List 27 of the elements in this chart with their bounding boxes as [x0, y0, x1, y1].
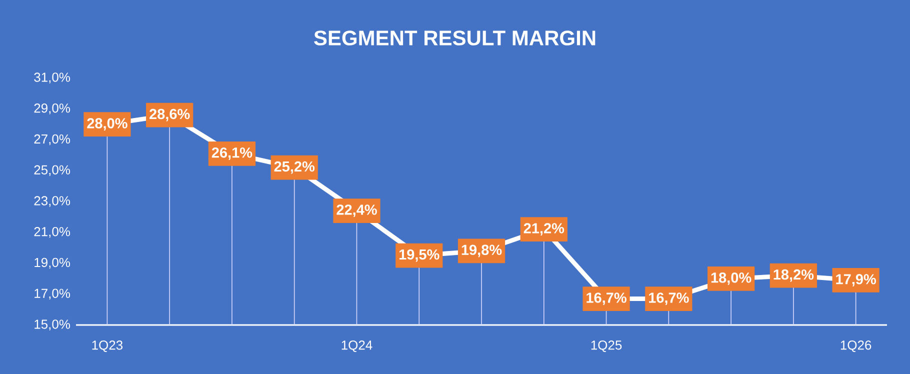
- chart-title: SEGMENT RESULT MARGIN: [314, 30, 596, 46]
- data-label: 18,2%: [774, 269, 814, 282]
- y-tick-label: 21,0%: [34, 227, 70, 238]
- y-tick-label: 23,0%: [34, 196, 70, 207]
- y-tick-label: 25,0%: [34, 165, 70, 176]
- data-label: 28,0%: [87, 118, 128, 130]
- data-label: 26,1%: [212, 147, 252, 160]
- y-tick-label: 19,0%: [34, 258, 70, 269]
- y-tick-label: 31,0%: [34, 72, 70, 84]
- x-tick-label: 1Q26: [840, 340, 872, 352]
- x-tick-label: 1Q25: [591, 340, 622, 352]
- data-label: 17,9%: [836, 274, 876, 286]
- y-tick-label: 29,0%: [34, 104, 70, 114]
- y-tick-label: 27,0%: [34, 134, 70, 146]
- data-label: 16,7%: [649, 292, 689, 305]
- y-tick-label: 15,0%: [34, 320, 70, 330]
- x-tick-label: 1Q24: [342, 340, 372, 352]
- data-label: 19,8%: [462, 244, 502, 258]
- x-tick-label: 1Q23: [92, 340, 123, 352]
- y-tick-label: 17,0%: [34, 288, 70, 300]
- data-label: 28,6%: [150, 108, 190, 122]
- data-label: 18,0%: [711, 272, 752, 285]
- data-label: 25,2%: [274, 161, 315, 174]
- data-label: 16,7%: [586, 292, 626, 305]
- data-label: 19,5%: [399, 249, 440, 262]
- data-label: 21,2%: [524, 223, 564, 236]
- data-label: 22,4%: [336, 204, 377, 217]
